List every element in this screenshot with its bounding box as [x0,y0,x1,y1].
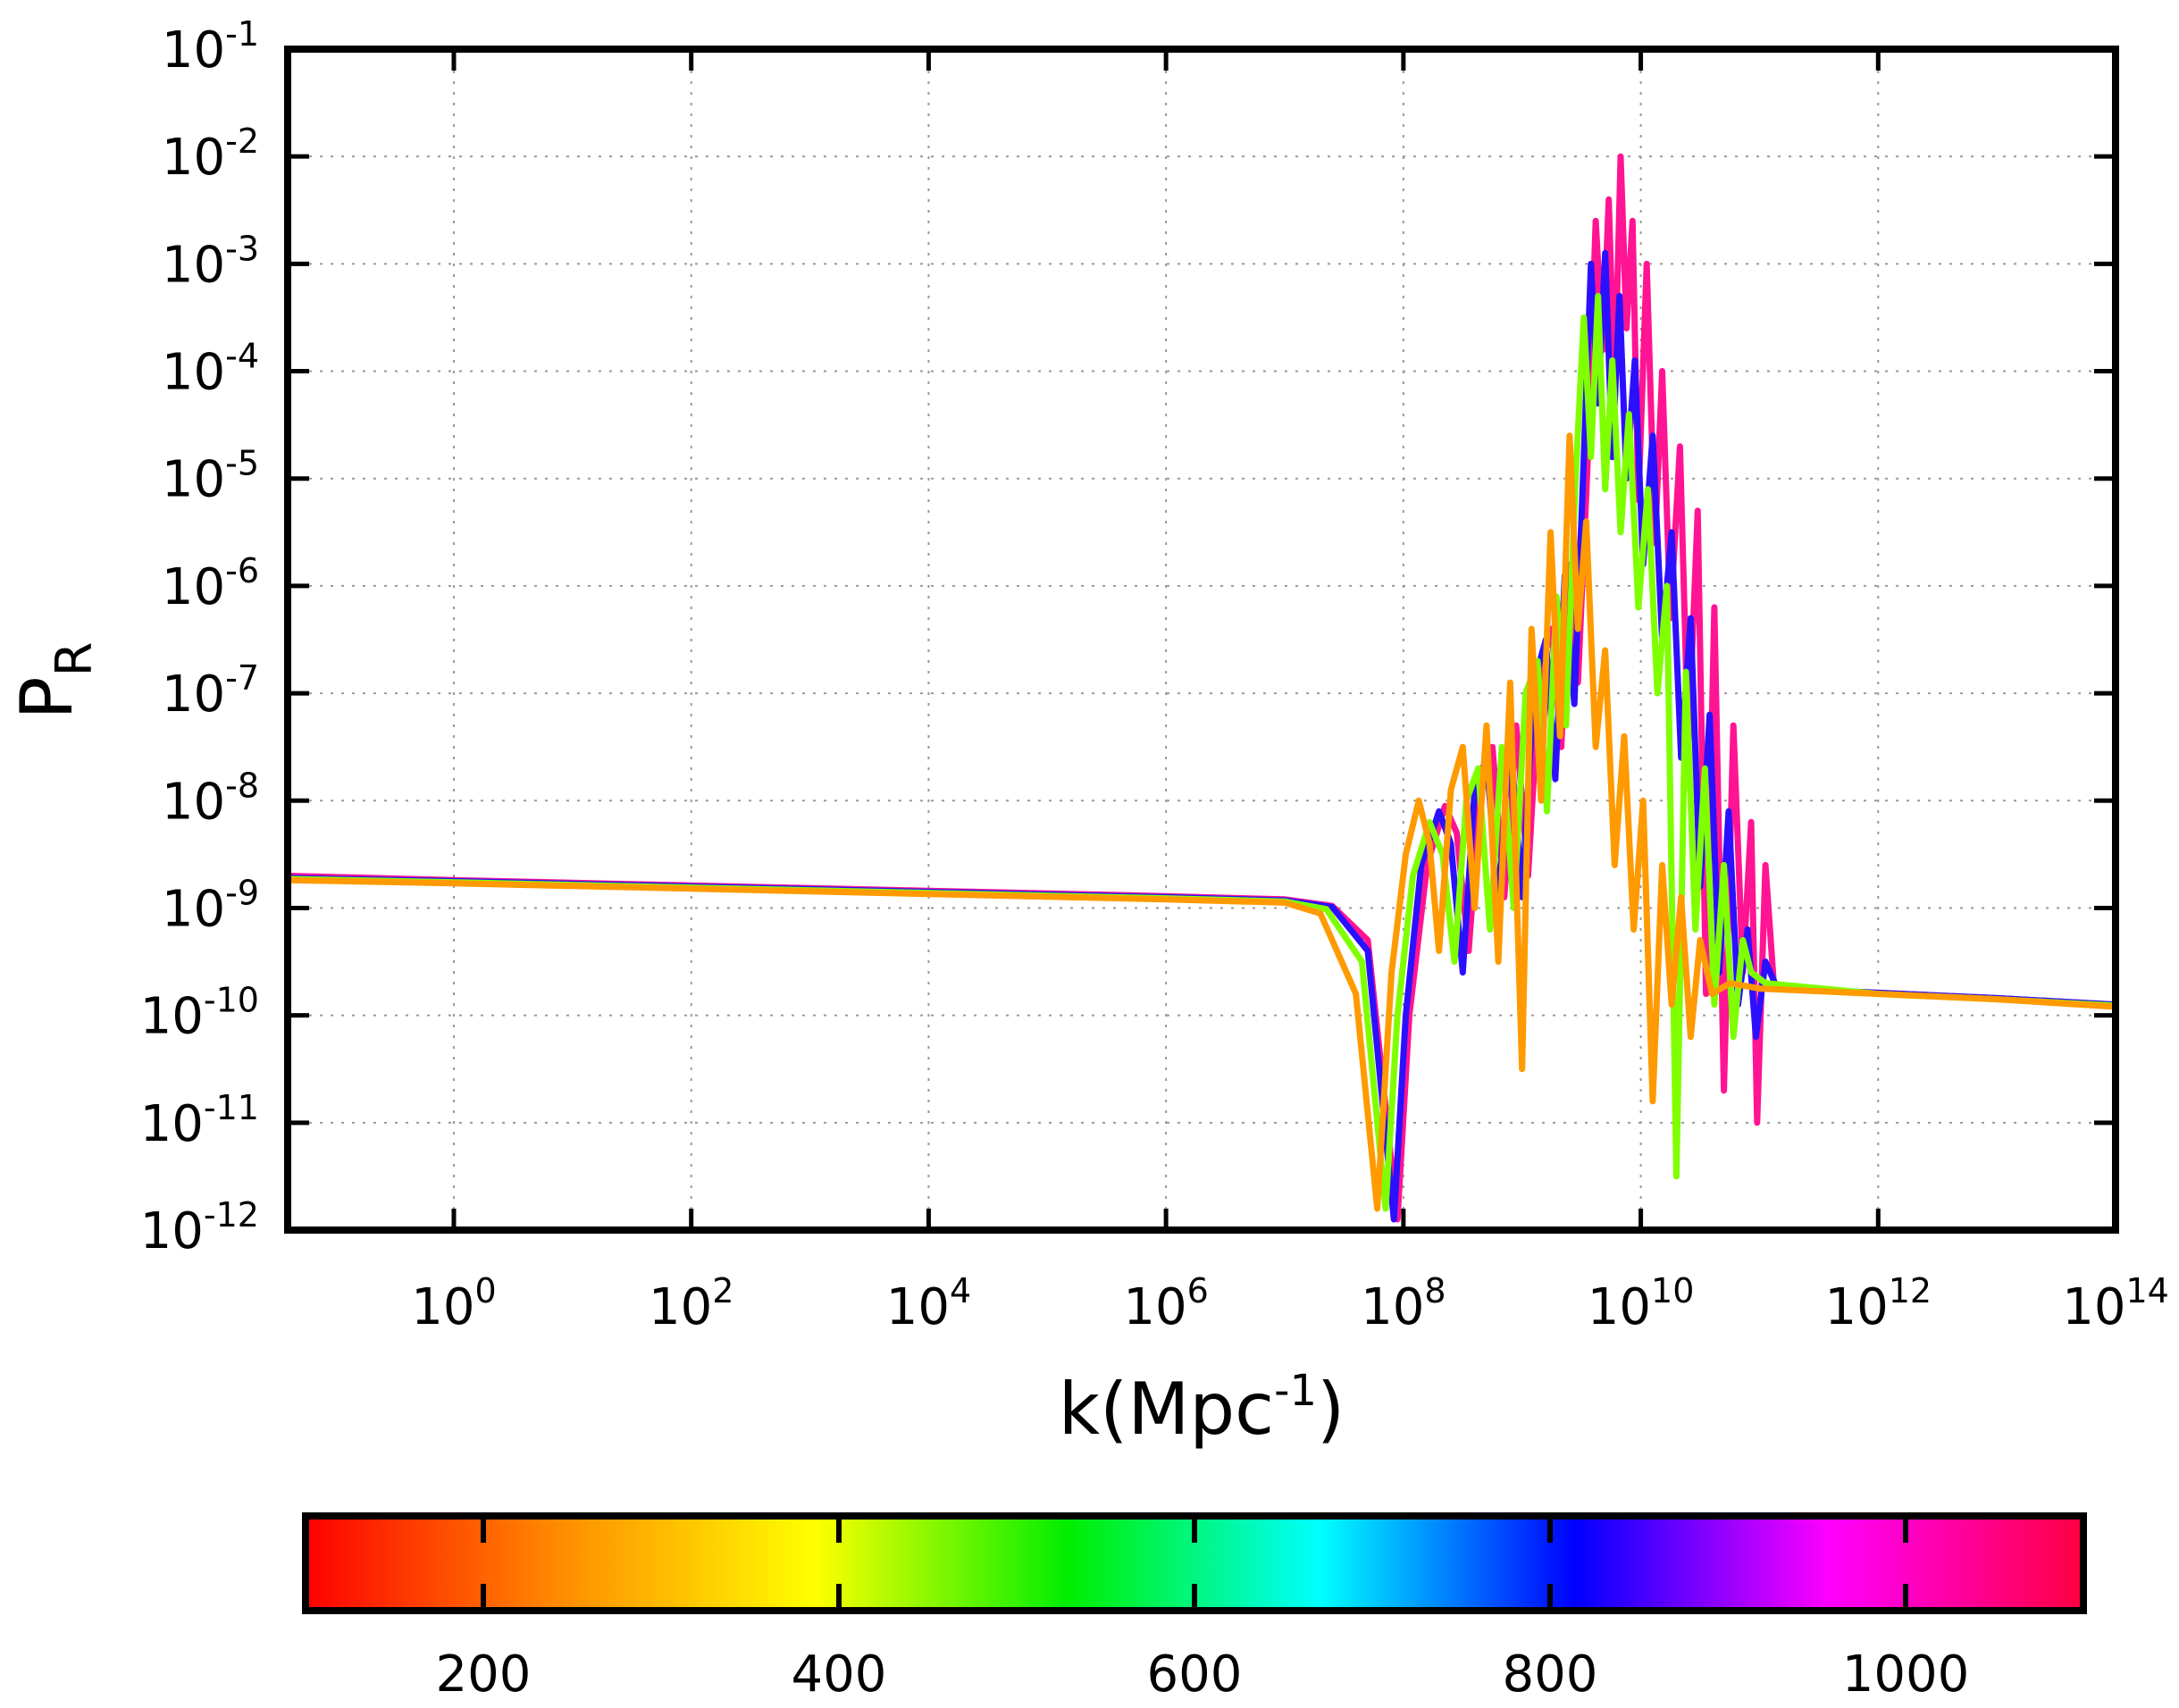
y-tick-label: 10-5 [162,444,259,509]
y-tick-label: 10-6 [162,551,259,616]
series-line-800 [288,249,2116,1223]
x-tick-label: 1012 [1824,1271,1932,1336]
colorbar-tick-label: 600 [1147,1645,1243,1704]
y-axis-title-subscript: R [46,641,104,676]
y-tick-label: 10-10 [140,981,259,1046]
series-line-200 [288,432,2116,1212]
colorbar-tick-label: 1000 [1842,1645,1970,1704]
series-line-400 [288,292,2116,1212]
axis-ticks: 100 102 104 106 108 1010 1012 1014 10-12 10-11 10-… [140,14,2169,1336]
y-tick-label: 10-11 [140,1088,259,1153]
y-tick-label: 10-2 [162,121,259,187]
y-tick-label: 10-1 [162,14,259,80]
plot-frame [284,46,2119,1234]
x-tick-label: 104 [886,1271,971,1336]
y-tick-label: 10-9 [162,873,259,938]
colorbar-tick-label: 400 [792,1645,887,1704]
colorbar-ticks: 200 400 600 800 1000 [436,1516,1970,1704]
x-axis-title: k(Mpc-1) [1059,1366,1345,1451]
colorbar-tick-label: 800 [1503,1645,1598,1704]
colorbar-tick-label: 200 [436,1645,532,1704]
y-tick-label: 10-12 [140,1195,259,1260]
y-tick-label: 10-3 [162,229,259,294]
y-tick-label: 10-4 [162,337,259,402]
x-tick-label: 108 [1361,1271,1446,1336]
x-axis-title-close: ) [1317,1368,1345,1451]
y-tick-label: 10-7 [162,658,259,724]
x-axis-title-exponent: -1 [1274,1366,1317,1416]
x-tick-label: 1010 [1588,1271,1695,1336]
x-tick-label: 1014 [2062,1271,2169,1336]
x-tick-label: 106 [1123,1271,1208,1336]
x-tick-label: 102 [649,1271,733,1336]
gridlines [288,49,2116,1230]
y-tick-label: 10-8 [162,766,259,831]
y-axis-title: PR [5,641,104,719]
series-line-1050 [288,153,2116,1223]
series-group [288,153,2116,1223]
x-tick-label: 100 [411,1271,496,1336]
